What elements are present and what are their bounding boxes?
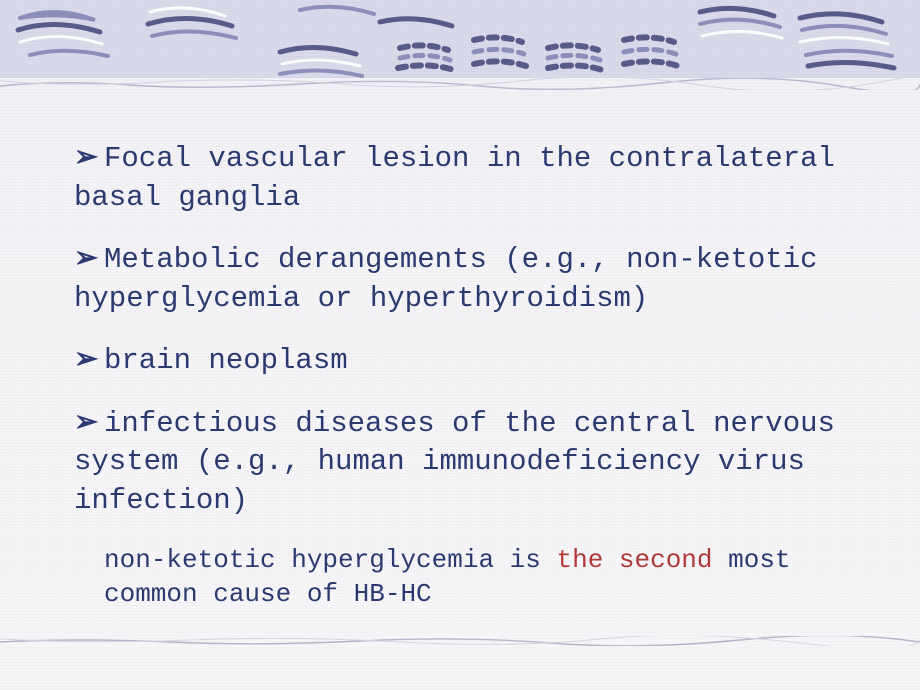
bullet-item: ➢Focal vascular lesion in the contralate…: [74, 138, 874, 217]
content-area: ➢Focal vascular lesion in the contralate…: [74, 138, 874, 612]
bullet-item: ➢Metabolic derangements (e.g., non-ketot…: [74, 239, 874, 318]
bullet-text: Focal vascular lesion in the contralater…: [74, 142, 835, 214]
bottom-divider: [0, 636, 920, 642]
bullet-arrow-icon: ➢: [74, 403, 96, 442]
bullet-arrow-icon: ➢: [74, 239, 96, 278]
bullet-item: ➢infectious diseases of the central nerv…: [74, 403, 874, 521]
bullet-item: ➢brain neoplasm: [74, 340, 874, 381]
wisps-pattern: [0, 0, 920, 78]
bullet-arrow-icon: ➢: [74, 340, 96, 379]
bullet-text: brain neoplasm: [104, 344, 348, 377]
bullet-text: Metabolic derangements (e.g., non-ketoti…: [74, 243, 818, 315]
footnote-prefix: non-ketotic hyperglycemia is: [104, 545, 556, 575]
slide: ➢Focal vascular lesion in the contralate…: [0, 0, 920, 690]
bullet-text: infectious diseases of the central nervo…: [74, 407, 835, 517]
footnote: non-ketotic hyperglycemia is the second …: [104, 543, 804, 612]
top-divider: [0, 78, 920, 88]
decorative-top-band: [0, 0, 920, 78]
footnote-highlight: the second: [556, 545, 712, 575]
bullet-arrow-icon: ➢: [74, 138, 96, 177]
